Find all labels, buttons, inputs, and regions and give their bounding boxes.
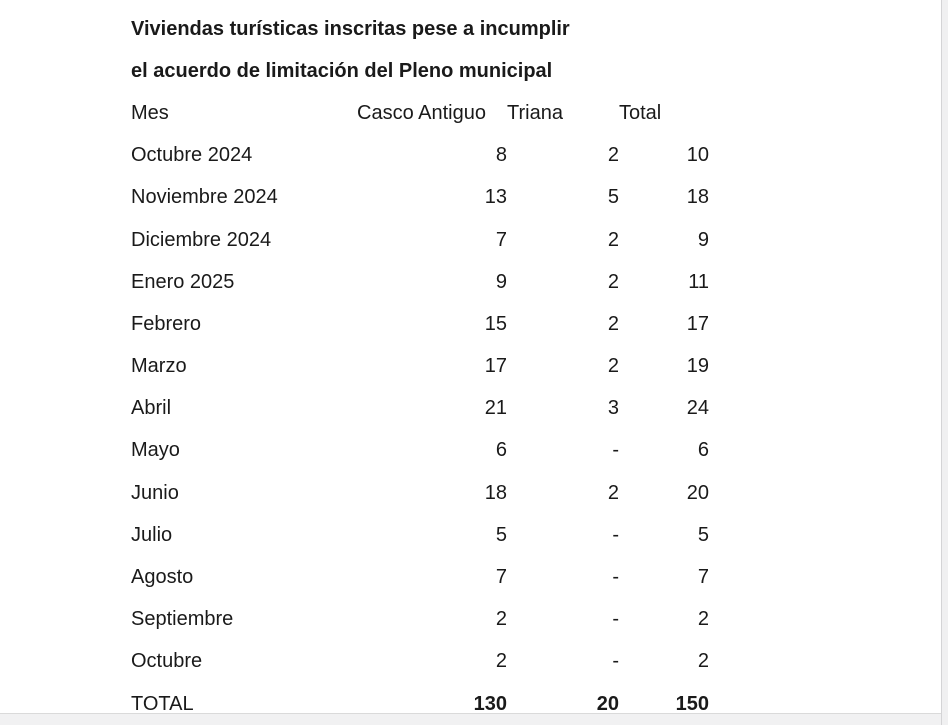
col-header-mes: Mes <box>131 101 169 124</box>
cell-mes: Agosto <box>131 566 194 589</box>
cell-triana: 3 <box>607 397 619 420</box>
table-row: Diciembre 2024 7 2 9 <box>131 219 709 261</box>
table-row: Octubre 2 - 2 <box>131 641 709 683</box>
table-row: Julio 5 - 5 <box>131 514 709 556</box>
cell-total: 10 <box>686 144 709 167</box>
table-row: Septiembre 2 - 2 <box>131 599 709 641</box>
table-row: Marzo 17 2 19 <box>131 346 709 388</box>
cell-total-label: TOTAL <box>131 692 194 715</box>
cell-triana: - <box>612 608 619 631</box>
col-header-total: Total <box>619 101 662 124</box>
cell-casco-antiguo: 21 <box>484 397 507 420</box>
cell-triana: 2 <box>607 355 619 378</box>
cell-total: 17 <box>686 312 709 335</box>
cell-triana: 2 <box>607 228 619 251</box>
table-row: Febrero 15 2 17 <box>131 303 709 345</box>
cell-mes: Octubre <box>131 650 203 673</box>
cell-mes: Octubre 2024 <box>131 144 253 167</box>
cell-mes: Julio <box>131 523 173 546</box>
cell-casco-antiguo: 7 <box>495 566 507 589</box>
table-row: Agosto 7 - 7 <box>131 556 709 598</box>
table-row: Noviembre 2024 13 5 18 <box>131 177 709 219</box>
vertical-scrollbar[interactable] <box>941 0 948 725</box>
cell-triana: 2 <box>607 144 619 167</box>
cell-total: 2 <box>697 650 709 673</box>
cell-casco-antiguo: 5 <box>495 523 507 546</box>
cell-mes: Noviembre 2024 <box>131 186 278 209</box>
cell-triana: - <box>612 650 619 673</box>
cell-mes: Mayo <box>131 439 180 462</box>
table-total-row: TOTAL 130 20 150 <box>131 683 709 725</box>
cell-triana: - <box>612 523 619 546</box>
cell-casco-antiguo: 7 <box>495 228 507 251</box>
col-header-casco-antiguo: Casco Antiguo <box>357 101 486 124</box>
cell-total: 11 <box>688 270 709 293</box>
cell-casco-antiguo: 15 <box>484 312 507 335</box>
cell-triana: - <box>612 566 619 589</box>
table-row: Junio 18 2 20 <box>131 472 709 514</box>
cell-mes: Septiembre <box>131 608 234 631</box>
cell-casco-antiguo: 18 <box>484 481 507 504</box>
cell-total: 24 <box>686 397 709 420</box>
table-header-row: Mes Casco Antiguo Triana Total <box>131 92 709 134</box>
cell-total: 5 <box>697 523 709 546</box>
cell-triana: 5 <box>607 186 619 209</box>
cell-mes: Junio <box>131 481 179 504</box>
cell-casco-antiguo: 9 <box>495 270 507 293</box>
cell-triana: 2 <box>607 481 619 504</box>
table-row: Mayo 6 - 6 <box>131 430 709 472</box>
document-title-line2: el acuerdo de limitación del Pleno munic… <box>131 60 553 83</box>
cell-total: 20 <box>686 481 709 504</box>
cell-casco-antiguo: 2 <box>495 608 507 631</box>
table-row: Enero 2025 9 2 11 <box>131 261 709 303</box>
cell-total: 9 <box>697 228 709 251</box>
cell-casco-antiguo: 2 <box>495 650 507 673</box>
horizontal-scrollbar[interactable] <box>0 713 948 725</box>
cell-mes: Enero 2025 <box>131 270 235 293</box>
cell-total: 6 <box>697 439 709 462</box>
cell-total-casco-antiguo: 130 <box>473 692 507 715</box>
cell-casco-antiguo: 17 <box>484 355 507 378</box>
table-row: Octubre 2024 8 2 10 <box>131 135 709 177</box>
cell-total: 2 <box>697 608 709 631</box>
table-row: Abril 21 3 24 <box>131 388 709 430</box>
cell-triana: - <box>612 439 619 462</box>
cell-casco-antiguo: 8 <box>495 144 507 167</box>
cell-total: 19 <box>686 355 709 378</box>
cell-casco-antiguo: 13 <box>484 186 507 209</box>
cell-mes: Marzo <box>131 355 187 378</box>
document-content: Viviendas turísticas inscritas pese a in… <box>131 8 709 725</box>
cell-mes: Febrero <box>131 312 202 335</box>
cell-triana: 2 <box>607 270 619 293</box>
viviendas-table: Mes Casco Antiguo Triana Total Octubre 2… <box>131 92 709 725</box>
cell-total-total: 150 <box>675 692 709 715</box>
cell-casco-antiguo: 6 <box>495 439 507 462</box>
cell-total-triana: 20 <box>596 692 619 715</box>
document-title-line1: Viviendas turísticas inscritas pese a in… <box>131 18 570 40</box>
cell-triana: 2 <box>607 312 619 335</box>
cell-mes: Abril <box>131 397 172 420</box>
cell-total: 18 <box>686 186 709 209</box>
cell-total: 7 <box>697 566 709 589</box>
col-header-triana: Triana <box>507 101 563 124</box>
cell-mes: Diciembre 2024 <box>131 228 272 251</box>
